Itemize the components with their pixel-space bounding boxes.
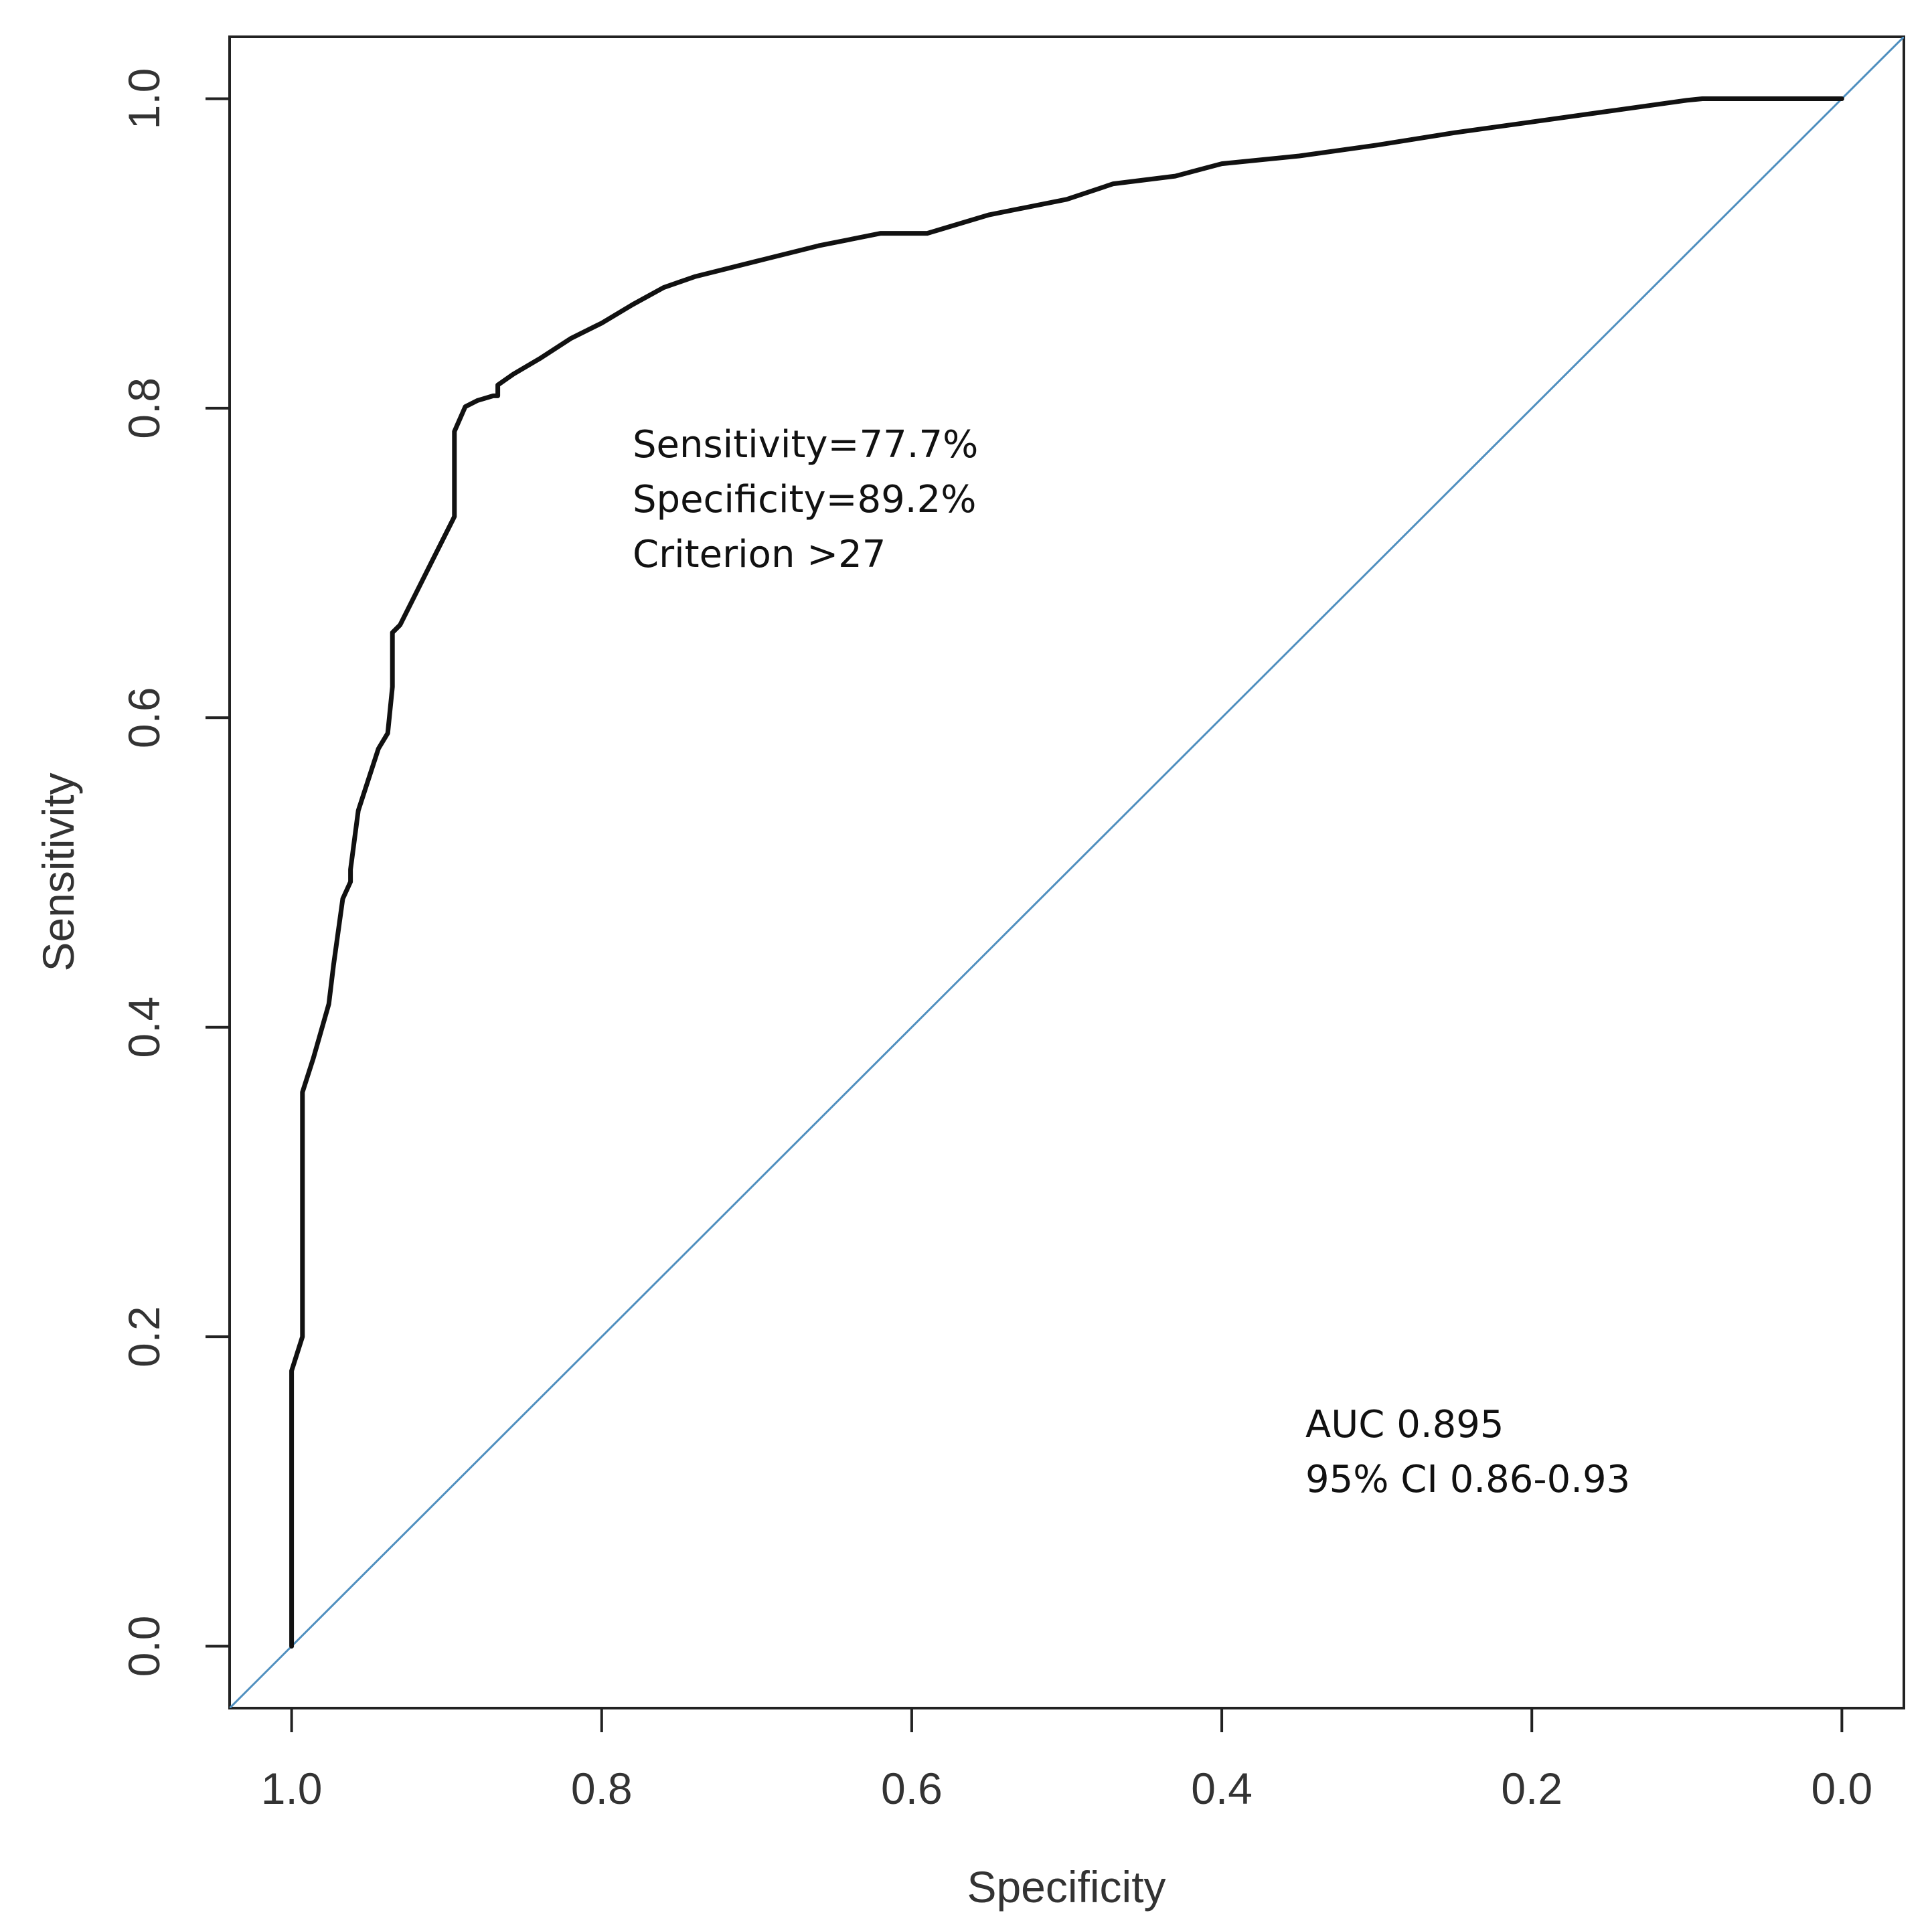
- x-tick-label: 0.0: [1811, 1764, 1872, 1813]
- annotation-specificity: Specificity=89.2%: [633, 478, 976, 521]
- y-tick-label: 0.6: [119, 687, 169, 748]
- annotation-auc: AUC 0.895: [1305, 1403, 1504, 1446]
- x-tick-label: 0.8: [571, 1764, 633, 1813]
- y-tick-label: 0.8: [119, 378, 169, 439]
- y-tick-label: 0.2: [119, 1306, 169, 1367]
- x-tick-label: 0.4: [1191, 1764, 1253, 1813]
- roc-curve-line: [289, 96, 1844, 1649]
- annotation-sensitivity: Sensitivity=77.7%: [633, 423, 978, 467]
- y-tick-label: 1.0: [119, 68, 169, 130]
- x-axis: 1.0 0.8 0.6 0.4 0.2 0.0: [261, 1707, 1872, 1813]
- x-tick-label: 1.0: [261, 1764, 323, 1813]
- reference-diagonal-line: [230, 37, 1904, 1708]
- annotation-ci: 95% CI 0.86-0.93: [1305, 1458, 1630, 1501]
- x-axis-title: Specificity: [967, 1862, 1165, 1912]
- x-tick-label: 0.6: [881, 1764, 943, 1813]
- x-tick-label: 0.2: [1501, 1764, 1562, 1813]
- y-tick-label: 0.4: [119, 997, 169, 1058]
- y-tick-label: 0.0: [119, 1616, 169, 1677]
- y-axis-title: Sensitivity: [33, 772, 83, 971]
- annotation-criterion: Criterion >27: [633, 533, 886, 576]
- y-axis: 0.0 0.2 0.4 0.6 0.8 1.0: [119, 68, 231, 1677]
